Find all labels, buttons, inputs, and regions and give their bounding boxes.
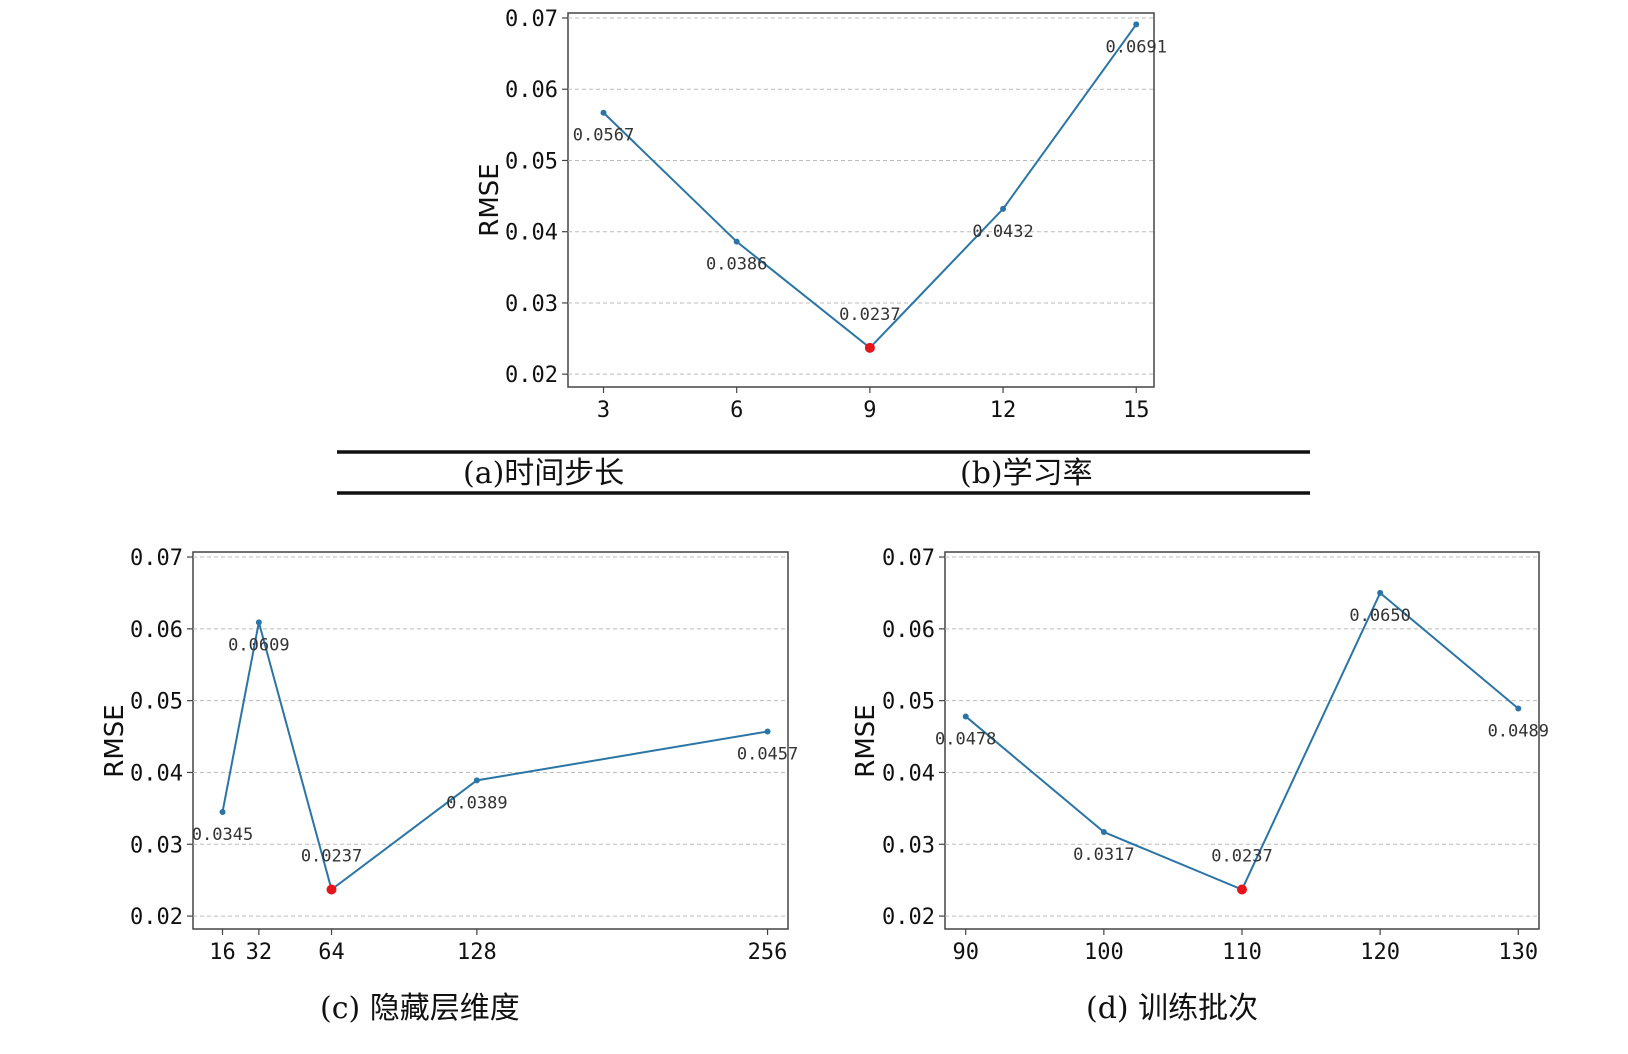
x-tick-label-c-2: 64: [318, 940, 345, 965]
data-label-d-0: 0.0478: [935, 729, 996, 749]
x-tick-label-c-0: 16: [209, 940, 236, 965]
points-c: [219, 619, 771, 895]
caption-d: (d) 训练批次: [1086, 991, 1258, 1026]
y-tick-label-c-3: 0.05: [130, 690, 183, 715]
y-tick-label-d-2: 0.04: [882, 761, 935, 786]
data-point-top-0: [600, 109, 607, 116]
x-tick-label-d-2: 110: [1222, 940, 1262, 965]
y-axis-label-d: RMSE: [851, 704, 881, 777]
y-tick-label-d-3: 0.05: [882, 690, 935, 715]
y-tick-label-c-0: 0.02: [130, 905, 183, 930]
points-d: [962, 589, 1522, 895]
caption-table-ab: (a)时间步长 (b)学习率: [337, 450, 1310, 495]
data-point-top-1: [733, 238, 740, 245]
y-tick-label-d-4: 0.06: [882, 618, 935, 643]
y-axis-label-c: RMSE: [100, 704, 130, 777]
data-label-d-2: 0.0237: [1211, 847, 1272, 867]
best-point-c: [326, 884, 337, 895]
data-point-d-0: [962, 713, 969, 720]
y-tick-label-top-4: 0.06: [505, 78, 558, 103]
y-tick-label-d-1: 0.03: [882, 833, 935, 858]
plot-frame-d: [944, 551, 1540, 930]
best-point-d: [1237, 884, 1247, 895]
x-tick-label-top-0: 3: [597, 398, 610, 423]
data-point-top-4: [1133, 21, 1140, 28]
y-tick-label-top-2: 0.04: [505, 221, 558, 246]
x-tick-label-d-0: 90: [952, 940, 979, 965]
y-tick-label-d-0: 0.02: [882, 905, 935, 930]
x-tick-label-top-1: 6: [730, 398, 743, 423]
data-point-d-4: [1515, 705, 1522, 712]
data-label-c-4: 0.0457: [737, 745, 798, 765]
data-labels-d: 0.0478 0.0317 0.0237 0.0650 0.0489: [935, 606, 1549, 867]
data-point-c-0: [219, 808, 226, 815]
plot-frame-top: [567, 12, 1155, 388]
data-label-d-3: 0.0650: [1349, 606, 1410, 626]
series-line-d: [965, 591, 1519, 891]
caption-c: (c) 隐藏层维度: [320, 991, 520, 1026]
y-tick-label-d-5: 0.07: [882, 546, 935, 571]
data-label-c-2: 0.0237: [301, 847, 362, 867]
caption-a: (a)时间步长: [463, 456, 624, 491]
data-point-top-3: [1000, 205, 1007, 212]
y-tick-label-c-4: 0.06: [130, 618, 183, 643]
data-labels-top: 0.0567 0.0386 0.0237 0.0432 0.0691: [573, 37, 1167, 324]
x-ticks-d: 90 100 110 120 130: [952, 929, 1538, 965]
data-label-top-1: 0.0386: [706, 255, 767, 275]
chart-c: 0.02 0.03 0.04 0.05 0.06 0.07 16 32 64 128 256 RM…: [100, 546, 798, 1026]
x-tick-label-top-4: 15: [1123, 398, 1150, 423]
data-label-d-4: 0.0489: [1488, 722, 1549, 742]
plot-frame-c: [192, 551, 789, 930]
data-point-d-3: [1377, 589, 1384, 596]
x-tick-label-top-2: 9: [863, 398, 876, 423]
x-tick-label-c-3: 128: [457, 940, 497, 965]
caption-b: (b)学习率: [960, 456, 1093, 491]
y-tick-label-top-5: 0.07: [505, 7, 558, 32]
y-ticks-c: 0.02 0.03 0.04 0.05 0.06 0.07: [130, 546, 193, 930]
data-label-top-2: 0.0237: [839, 305, 900, 325]
y-tick-label-top-1: 0.03: [505, 292, 558, 317]
points-top: [600, 21, 1140, 353]
chart-d: 0.020.030.040.050.060.07 90 100 110 120 130 …: [851, 546, 1549, 1026]
series-line-top: [602, 23, 1138, 350]
data-label-top-3: 0.0432: [972, 222, 1033, 242]
y-axis-label-top: RMSE: [475, 163, 505, 236]
data-label-d-1: 0.0317: [1073, 845, 1134, 865]
x-tick-label-d-1: 100: [1084, 940, 1124, 965]
y-ticks-top: 0.02 0.03 0.04 0.05 0.06 0.07: [505, 7, 568, 388]
data-label-c-3: 0.0389: [446, 793, 507, 813]
data-point-c-3: [473, 777, 480, 784]
grid-c: [193, 556, 788, 917]
x-ticks-top: 3 6 9 12 15: [597, 387, 1150, 423]
data-point-c-1: [255, 619, 262, 626]
y-ticks-d: 0.02 0.03 0.04 0.05 0.06 0.07: [882, 546, 945, 930]
y-tick-label-top-0: 0.02: [505, 363, 558, 388]
chart-top: 0.02 0.03 0.04 0.05 0.06 0.07 3 6 9 12 15 RMSE 0.…: [475, 7, 1167, 423]
data-label-top-4: 0.0691: [1106, 37, 1167, 57]
x-tick-label-d-4: 130: [1498, 940, 1538, 965]
y-tick-label-c-1: 0.03: [130, 833, 183, 858]
y-tick-label-c-5: 0.07: [130, 546, 183, 571]
x-tick-label-d-3: 120: [1360, 940, 1400, 965]
best-point-top: [864, 342, 875, 353]
data-label-c-0: 0.0345: [192, 825, 253, 845]
data-point-c-4: [764, 728, 771, 735]
grid-d: [945, 556, 1539, 917]
x-tick-label-c-1: 32: [246, 940, 273, 965]
x-tick-label-c-4: 256: [748, 940, 788, 965]
data-labels-c: 0.0345 0.0609 0.0237 0.0389 0.0457: [192, 635, 798, 866]
data-label-top-0: 0.0567: [573, 126, 634, 146]
y-tick-label-c-2: 0.04: [130, 761, 183, 786]
x-tick-label-top-3: 12: [990, 398, 1017, 423]
data-label-c-1: 0.0609: [228, 635, 289, 655]
x-ticks-c: 16 32 64 128 256: [209, 929, 787, 965]
y-tick-label-top-3: 0.05: [505, 149, 558, 174]
data-point-d-1: [1100, 829, 1107, 836]
